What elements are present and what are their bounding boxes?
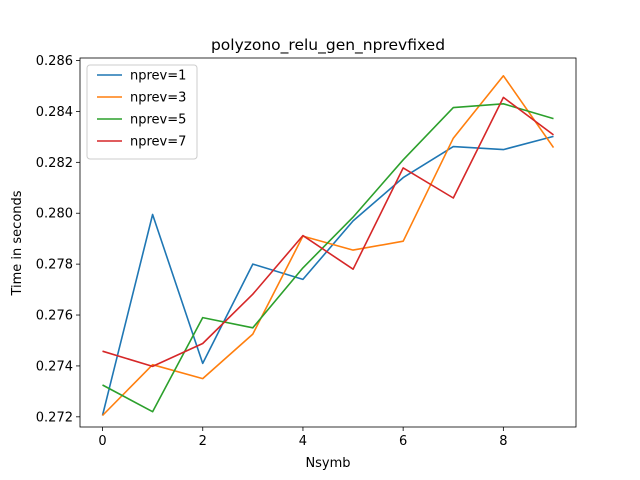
- axes-frame: [79, 57, 577, 428]
- x-tick-label: 4: [299, 434, 307, 449]
- y-tick-label: 0.282: [36, 156, 73, 171]
- series-line-4: [102, 96, 554, 368]
- x-tick-label: 2: [199, 434, 207, 449]
- y-tick-label: 0.278: [36, 258, 73, 273]
- legend-label-4: nprev=7: [130, 135, 186, 150]
- x-tick-label: 0: [98, 434, 106, 449]
- x-ticks: 0 2 4 6 8: [98, 427, 507, 449]
- legend-label-2: nprev=3: [130, 91, 186, 106]
- y-tick-label: 0.286: [36, 54, 73, 69]
- series-line-3: [102, 103, 554, 413]
- y-tick-label: 0.280: [36, 207, 73, 222]
- y-tick-label: 0.284: [36, 105, 73, 120]
- series-layer: [101, 75, 555, 417]
- x-tick-label: 6: [399, 434, 407, 449]
- x-tick-label: 8: [499, 434, 507, 449]
- x-axis-label: Nsymb: [305, 456, 350, 471]
- legend: nprev=1 nprev=3 nprev=5 nprev=7: [86, 64, 198, 160]
- y-axis-label: Time in seconds: [10, 190, 25, 296]
- legend-label-1: nprev=1: [130, 69, 186, 84]
- legend-label-3: nprev=5: [130, 113, 186, 128]
- y-tick-label: 0.272: [36, 410, 73, 425]
- y-tick-label: 0.274: [36, 359, 73, 374]
- chart-title: polyzono_relu_gen_nprevfixed: [211, 36, 445, 55]
- y-tick-label: 0.276: [36, 309, 73, 324]
- y-ticks: 0.272 0.274 0.276 0.278 0.280 0.282 0.284 0.286: [36, 54, 80, 425]
- legend-box: [86, 64, 198, 160]
